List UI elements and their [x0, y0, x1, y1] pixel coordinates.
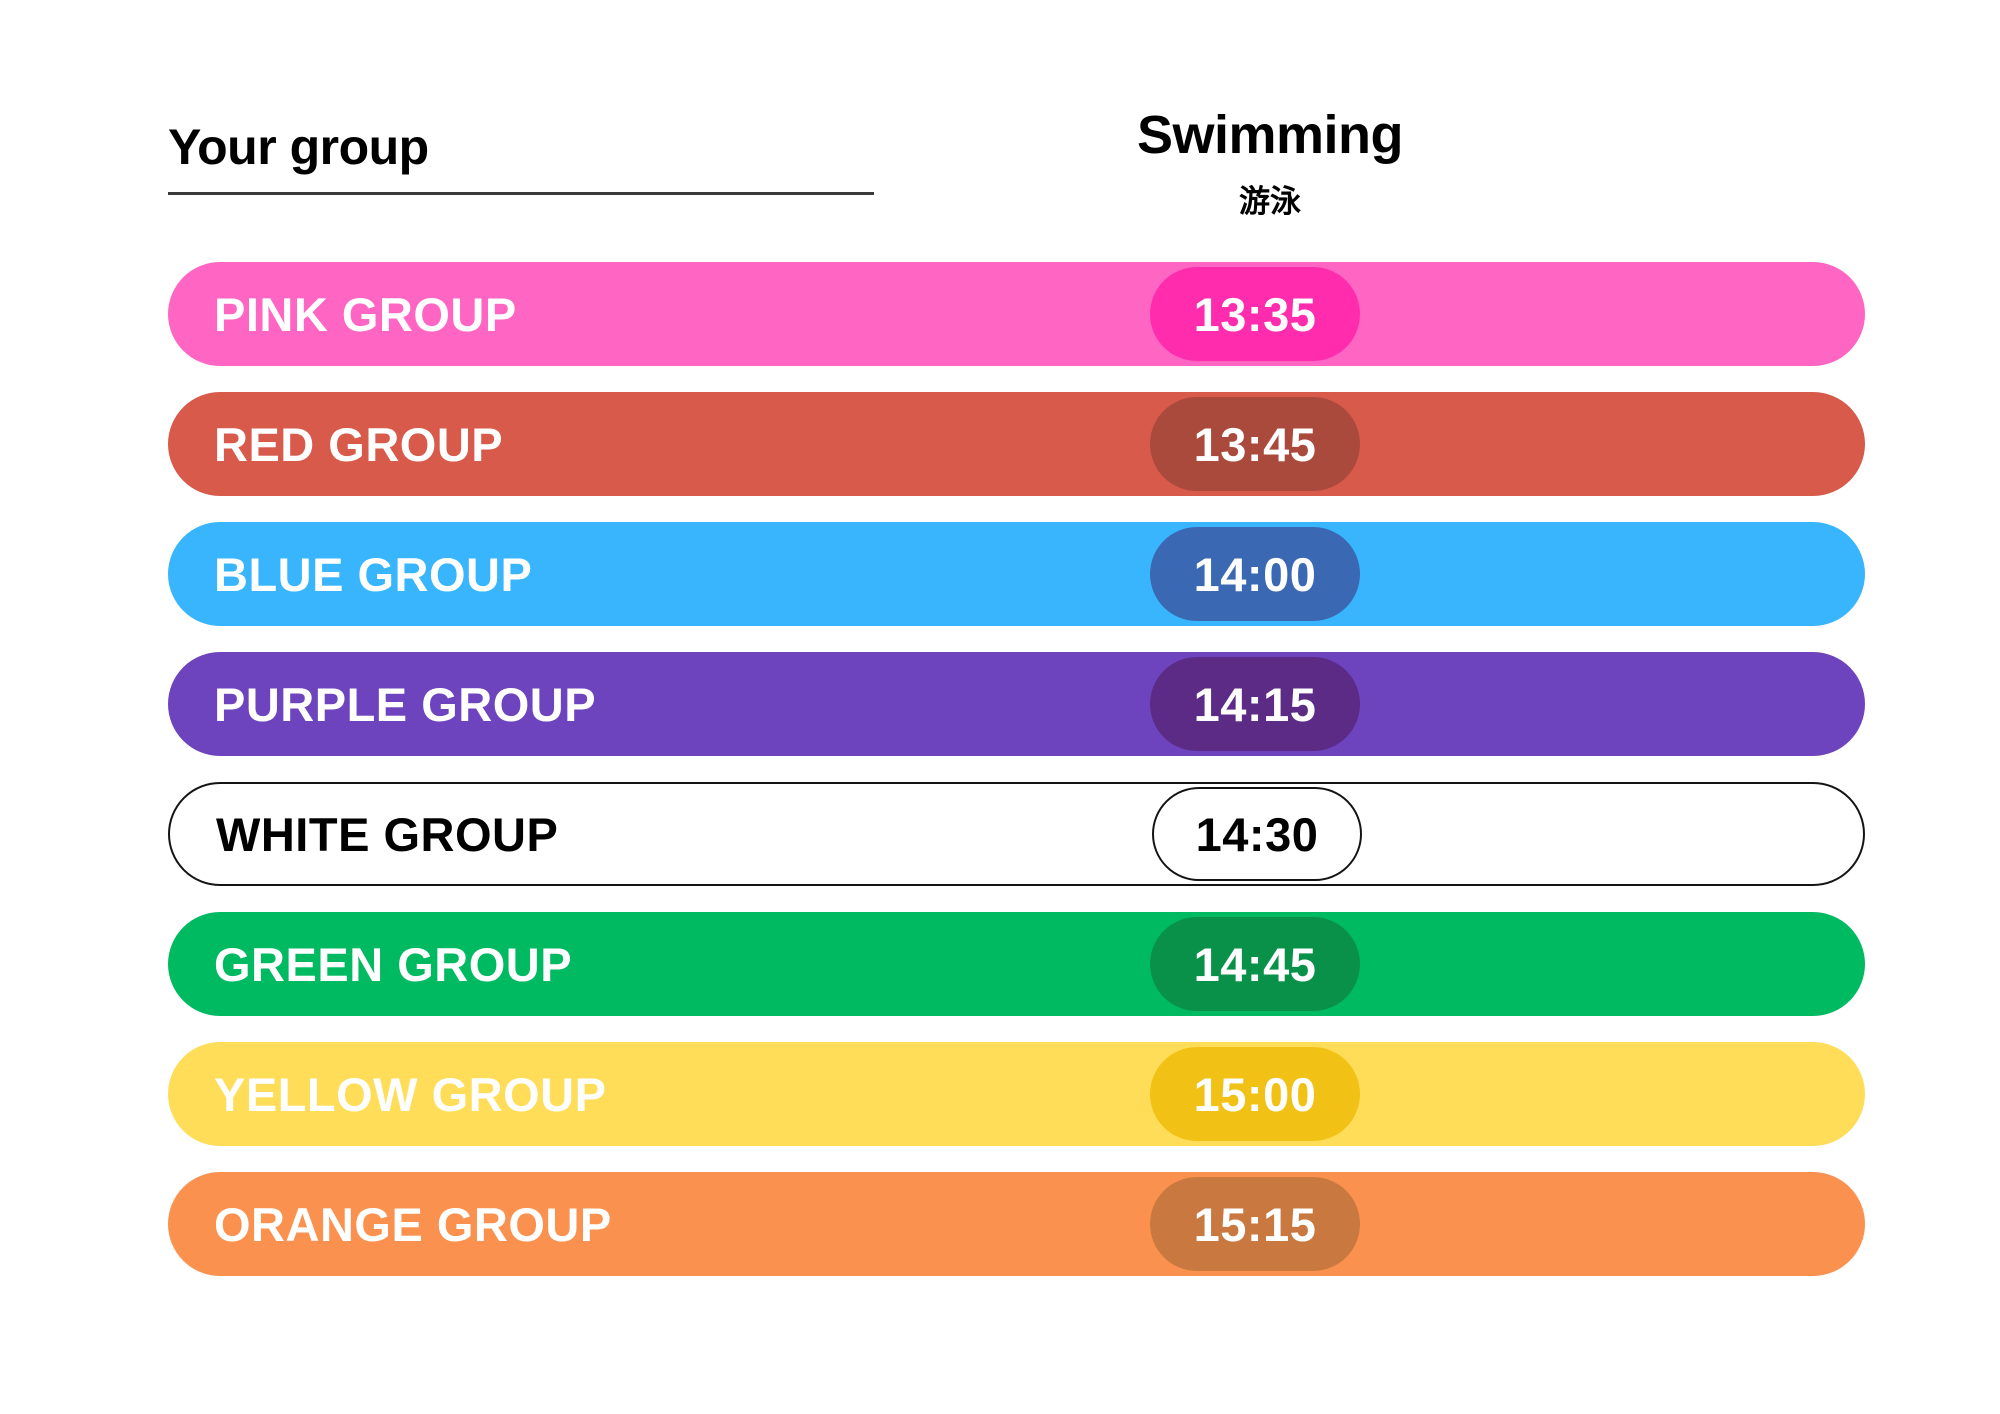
group-row: RED GROUP 13:45 [168, 392, 1865, 496]
group-name-label: ORANGE GROUP [214, 1197, 612, 1251]
group-row: PINK GROUP 13:35 [168, 262, 1865, 366]
time-badge: 14:30 [1152, 787, 1362, 881]
swimming-heading: Swimming 游泳 [1055, 104, 1485, 221]
group-name-label: YELLOW GROUP [214, 1067, 607, 1121]
time-badge: 13:45 [1150, 397, 1360, 491]
time-badge: 14:45 [1150, 917, 1360, 1011]
group-name-label: PINK GROUP [214, 287, 517, 341]
time-badge: 13:35 [1150, 267, 1360, 361]
group-name-label: RED GROUP [214, 417, 504, 471]
time-badge: 14:00 [1150, 527, 1360, 621]
swimming-subtitle-chinese: 游泳 [1239, 184, 1301, 219]
group-name-label: GREEN GROUP [214, 937, 573, 991]
group-row: YELLOW GROUP 15:00 [168, 1042, 1865, 1146]
time-badge: 15:15 [1150, 1177, 1360, 1271]
schedule-rows: PINK GROUP 13:35 RED GROUP 13:45 BLUE GR… [168, 262, 1865, 1276]
your-group-heading: Your group [168, 118, 874, 195]
time-badge: 14:15 [1150, 657, 1360, 751]
group-row: WHITE GROUP 14:30 [168, 782, 1865, 886]
group-name-label: WHITE GROUP [216, 807, 559, 861]
group-name-label: BLUE GROUP [214, 547, 533, 601]
your-group-label: Your group [168, 119, 429, 175]
group-row: BLUE GROUP 14:00 [168, 522, 1865, 626]
swimming-title: Swimming [1136, 105, 1404, 165]
time-badge: 15:00 [1150, 1047, 1360, 1141]
group-row: GREEN GROUP 14:45 [168, 912, 1865, 1016]
group-row: ORANGE GROUP 15:15 [168, 1172, 1865, 1276]
group-row: PURPLE GROUP 14:15 [168, 652, 1865, 756]
group-name-label: PURPLE GROUP [214, 677, 597, 731]
